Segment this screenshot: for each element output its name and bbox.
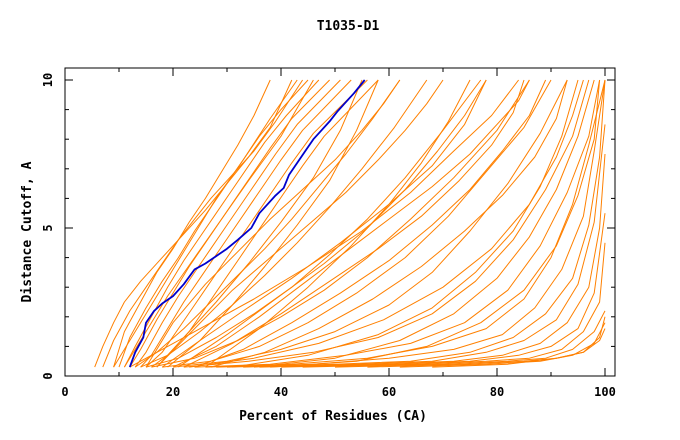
series-line	[183, 79, 590, 368]
series-line	[183, 79, 525, 368]
series-line	[253, 79, 595, 368]
highlight-series-line	[128, 79, 366, 368]
plot-frame	[64, 67, 616, 377]
series-line	[129, 79, 330, 368]
plot-lines	[94, 79, 606, 368]
series-line	[156, 79, 363, 368]
x-tick-label: 0	[61, 385, 68, 399]
series-line	[205, 79, 606, 368]
series-line	[270, 79, 601, 368]
series-line	[432, 328, 606, 368]
series-line	[145, 79, 368, 368]
series-line	[194, 79, 547, 368]
x-tick-label: 80	[490, 385, 504, 399]
series-line	[194, 79, 601, 368]
series-line	[334, 310, 606, 368]
series-line	[232, 79, 579, 368]
x-tick-label: 40	[274, 385, 288, 399]
series-line	[140, 79, 352, 368]
series-line	[302, 242, 606, 368]
series-line	[113, 79, 271, 368]
series-line	[178, 79, 487, 368]
series-line	[226, 79, 606, 368]
series-line	[280, 213, 606, 368]
x-axis-label: Percent of Residues (CA)	[239, 409, 427, 424]
y-tick-label: 0	[41, 372, 55, 379]
axis-ticks: 0 20 40 60 80 100 0 5 10	[41, 68, 616, 399]
x-tick-label: 100	[594, 385, 616, 399]
series-line	[129, 79, 519, 368]
series-line	[259, 153, 606, 368]
x-tick-label: 20	[166, 385, 180, 399]
series-line	[134, 79, 401, 368]
series-line	[205, 79, 471, 368]
y-axis-label: Distance Cutoff, A	[20, 161, 35, 302]
x-tick-label: 60	[382, 385, 396, 399]
series-line	[210, 79, 568, 368]
chart-title: T1035-D1	[317, 19, 380, 34]
series-line	[151, 79, 530, 368]
series-line	[189, 79, 584, 368]
series-line	[123, 79, 314, 368]
series-line	[118, 79, 309, 368]
series-line	[172, 79, 530, 368]
series-line	[156, 79, 444, 368]
series-line	[113, 79, 298, 368]
series-line	[145, 79, 482, 368]
series-line	[123, 79, 320, 368]
series-line	[94, 79, 293, 368]
series-line	[167, 79, 379, 368]
y-tick-label: 10	[41, 73, 55, 87]
series-line	[140, 79, 428, 368]
series-line	[161, 79, 487, 368]
series-line	[134, 79, 341, 368]
series-line	[145, 79, 401, 368]
series-line	[102, 79, 304, 368]
y-tick-label: 5	[41, 224, 55, 231]
series-line	[172, 79, 568, 368]
series-line	[162, 79, 552, 368]
series-line	[243, 124, 606, 368]
